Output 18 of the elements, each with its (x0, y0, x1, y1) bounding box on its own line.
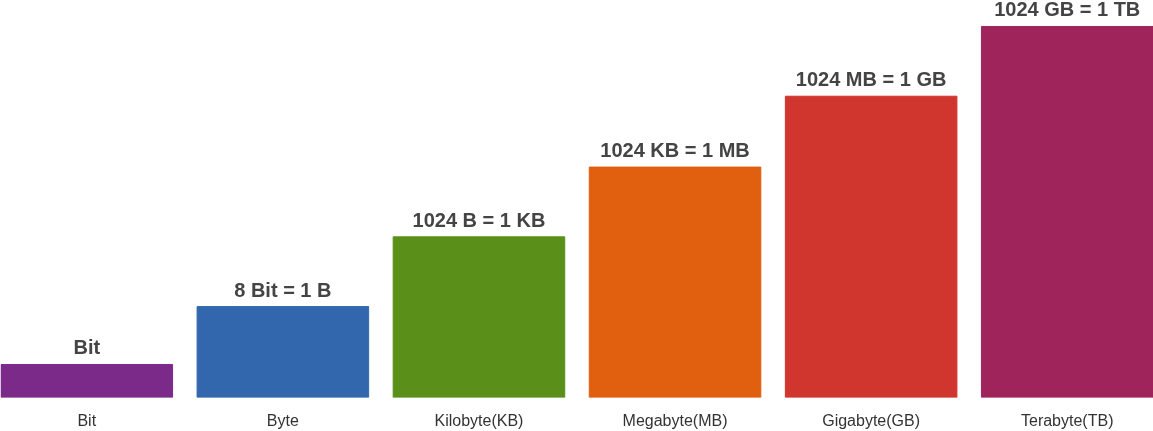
x-tick-label: Bit (77, 411, 97, 429)
annotation: 1024 GB = 1 TB (994, 0, 1141, 21)
bar (392, 236, 566, 398)
annotation: 1024 MB = 1 GB (795, 68, 947, 91)
x-tick-label: Byte (266, 411, 299, 429)
annotation: 1024 KB = 1 MB (600, 139, 750, 162)
annotation: 8 Bit = 1 B (234, 278, 332, 301)
bar (0, 363, 174, 398)
bar (980, 25, 1153, 398)
bar (196, 306, 370, 398)
x-tick-label: Megabyte(MB) (622, 411, 728, 429)
bar (588, 166, 762, 398)
x-tick-label: Terabyte(TB) (1020, 411, 1114, 429)
annotation: Bit (73, 336, 101, 359)
x-tick-label: Kilobyte(KB) (434, 411, 524, 429)
x-tick-label: Gigabyte(GB) (822, 411, 921, 429)
bar (784, 95, 958, 398)
annotation: 1024 B = 1 KB (412, 208, 546, 231)
